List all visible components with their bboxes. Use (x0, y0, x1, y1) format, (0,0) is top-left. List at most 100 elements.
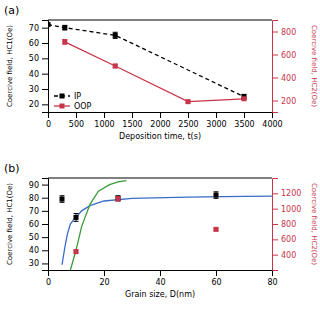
tick-mark (42, 250, 48, 251)
point (74, 215, 79, 220)
tick-label: 1500 (122, 120, 142, 129)
tick: 600 (272, 51, 296, 60)
annotation: (b) (4, 162, 20, 175)
point (62, 39, 67, 44)
point (242, 96, 247, 101)
axis-line (49, 271, 273, 277)
error-bar (62, 40, 67, 45)
tick-label: 3000 (206, 120, 226, 129)
tick-mark (42, 211, 48, 212)
y-axis-title: Coercive field, HC1(Oe) (6, 25, 14, 107)
error-bar (116, 196, 121, 201)
tick-mark (42, 263, 48, 264)
annotation: (a) (4, 4, 19, 17)
plot-area (48, 22, 247, 104)
tick: 800 (272, 220, 296, 229)
tick-label: 60 (29, 39, 39, 48)
tick-mark (42, 43, 48, 44)
tick: 3500 (234, 112, 254, 129)
tick-mark (42, 224, 48, 225)
tick: 50 (29, 233, 48, 242)
tick-label: 90 (29, 181, 39, 190)
tick-label: 400 (281, 251, 296, 260)
tick-mark (42, 58, 48, 59)
point (186, 99, 191, 104)
error-bar (116, 197, 121, 201)
point (214, 193, 219, 198)
x-axis-title: Deposition time, t(s) (119, 132, 201, 141)
tick-mark (132, 112, 133, 118)
point (60, 197, 65, 202)
tick-mark (42, 74, 48, 75)
tick-mark (42, 89, 48, 90)
point (62, 25, 67, 30)
line (65, 42, 244, 102)
axis-line (273, 179, 279, 271)
tick-mark (272, 55, 278, 56)
tick: 800 (272, 28, 296, 37)
tick-label: 400 (281, 74, 296, 83)
tick: 200 (272, 97, 296, 106)
tick: 2500 (178, 112, 198, 129)
tick: 40 (29, 70, 48, 79)
tick-label: 70 (29, 207, 39, 216)
point (116, 196, 121, 201)
y2-axis: 40060080010001200 (272, 179, 301, 271)
tick-mark (188, 112, 189, 118)
tick: 1000 (272, 205, 301, 214)
tick-label: 500 (69, 120, 84, 129)
line (48, 25, 244, 97)
tick-label: 30 (29, 259, 39, 268)
frame (48, 20, 272, 21)
axis-line (42, 21, 49, 113)
tick-mark (272, 209, 278, 210)
tick: 20 (99, 270, 109, 287)
chart: 0500100015002000250030003500400020304050… (0, 0, 320, 320)
tick: 40 (155, 270, 165, 287)
tick-mark (104, 270, 105, 276)
tick-label: 1000 (281, 205, 301, 214)
tick: 30 (29, 259, 48, 268)
tick-label: 2000 (150, 120, 170, 129)
tick-mark (272, 78, 278, 79)
tick-mark (42, 198, 48, 199)
tick-label: 3500 (234, 120, 254, 129)
point (113, 64, 118, 69)
tick-label: 80 (29, 194, 39, 203)
tick-mark (244, 112, 245, 118)
tick: 80 (29, 194, 48, 203)
tick-mark (272, 101, 278, 102)
tick-label: 50 (29, 233, 39, 242)
tick: 60 (29, 39, 48, 48)
legend-entry: IP (54, 92, 81, 101)
tick-label: 20 (29, 100, 39, 109)
tick-label: 0 (46, 278, 51, 287)
point (48, 22, 51, 27)
tick: 4000 (262, 112, 282, 129)
tick-mark (42, 28, 48, 29)
x-axis: 020406080 (46, 270, 278, 287)
tick: 60 (211, 270, 221, 287)
tick-label: 2500 (178, 120, 198, 129)
tick: 600 (272, 235, 296, 244)
x-axis: 05001000150020002500300035004000 (46, 112, 283, 129)
tick-label: 40 (155, 278, 165, 287)
axis-line (273, 21, 279, 113)
axis-line (42, 179, 49, 271)
tick-label: 800 (281, 28, 296, 37)
point (116, 196, 121, 201)
tick-label: 0 (46, 120, 51, 129)
error-bar (62, 25, 67, 30)
panel: 0500100015002000250030003500400020304050… (4, 4, 318, 141)
plot-area (60, 181, 273, 270)
tick: 2000 (150, 112, 170, 129)
error-bar (60, 196, 65, 203)
tick-label: 600 (281, 235, 296, 244)
tick: 30 (29, 85, 48, 94)
tick-label: 60 (29, 220, 39, 229)
y2-axis-title: Coercive field, HC2(Oe) (310, 25, 318, 107)
tick-label: 4000 (262, 120, 282, 129)
tick-mark (216, 270, 217, 276)
legend-label: IP (74, 92, 81, 101)
tick: 500 (69, 112, 84, 129)
